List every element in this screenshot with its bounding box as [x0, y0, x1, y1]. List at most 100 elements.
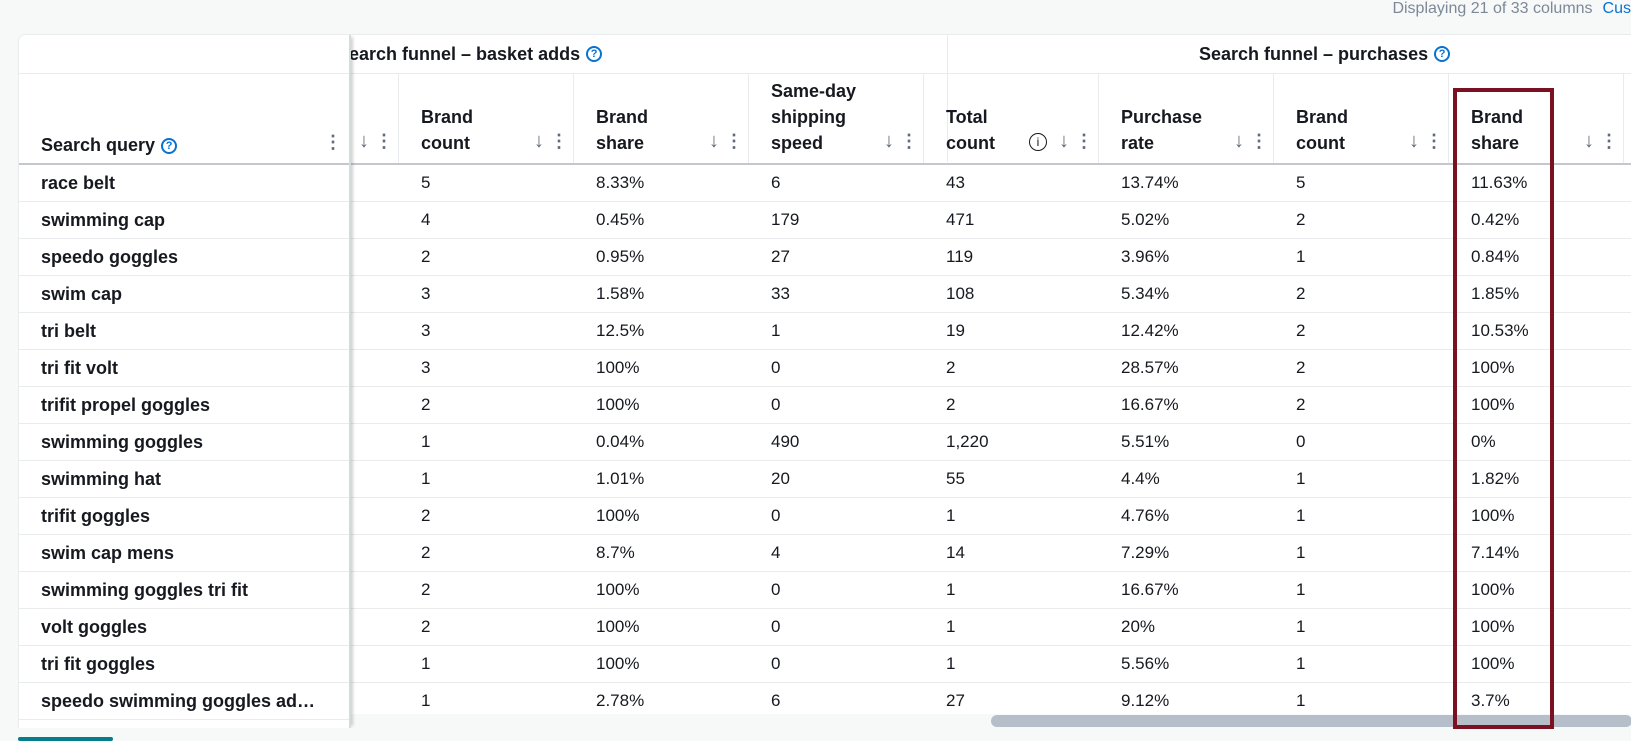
- search-query-cell[interactable]: tri fit volt: [19, 350, 349, 387]
- table-cell: 1: [421, 654, 431, 673]
- column-header-purchase-rate[interactable]: Purchase rate ↓ ⋮: [1099, 74, 1274, 163]
- table-cell: 100%: [596, 358, 640, 377]
- table-cell: 1: [1296, 469, 1306, 488]
- table-cell: 1.82%: [1471, 469, 1520, 488]
- table-cell: 3: [421, 358, 431, 377]
- table-cell: 1: [1296, 617, 1306, 636]
- column-menu-icon[interactable]: ⋮: [1250, 131, 1268, 151]
- table-cell: 5.51%: [1121, 432, 1170, 451]
- sort-arrow-icon[interactable]: ↓: [534, 130, 544, 152]
- table-cell: 119: [946, 247, 974, 266]
- sort-arrow-icon[interactable]: ↓: [1234, 130, 1244, 152]
- table-row: 4 0.45% 179 471 5.02% 2 0.42%: [349, 202, 1631, 239]
- column-menu-icon[interactable]: ⋮: [1600, 131, 1618, 151]
- column-header-brand-count-basket[interactable]: Brand count ↓ ⋮: [399, 74, 574, 163]
- table-cell: 5: [1296, 173, 1306, 192]
- table-row: 2 100% 0 1 4.76% 1 100%: [349, 498, 1631, 535]
- table-cell: 5: [421, 173, 431, 192]
- column-menu-icon[interactable]: ⋮: [375, 131, 393, 151]
- table-cell: 4.76%: [1121, 506, 1170, 525]
- table-cell: 14: [946, 543, 965, 562]
- search-query-cell[interactable]: swim cap: [19, 276, 349, 313]
- table-row: 2 100% 0 2 16.67% 2 100%: [349, 387, 1631, 424]
- table-cell: 3: [421, 321, 431, 340]
- column-header-brand-share-purchases[interactable]: Brand share ↓ ⋮: [1449, 74, 1624, 163]
- table-cell: 0: [771, 358, 781, 377]
- table-cell: 8.33%: [596, 173, 645, 192]
- search-query-cell[interactable]: tri belt: [19, 313, 349, 350]
- column-header-row: ↓ ⋮ Brand count ↓ ⋮ Brand share ↓ ⋮ Same-day…: [349, 74, 1631, 165]
- customize-columns-link[interactable]: Cus: [1602, 0, 1631, 17]
- help-icon[interactable]: ?: [586, 46, 603, 62]
- help-icon[interactable]: ?: [1434, 46, 1451, 62]
- column-header-total-count[interactable]: Total count i ↓ ⋮: [924, 74, 1099, 163]
- table-cell: 1: [421, 432, 431, 451]
- search-query-cell[interactable]: race belt: [19, 165, 349, 202]
- table-cell: 179: [771, 210, 800, 229]
- table-cell: 100%: [1471, 358, 1515, 377]
- sort-arrow-icon[interactable]: ↓: [1409, 130, 1419, 152]
- search-query-cell[interactable]: swimming cap: [19, 202, 349, 239]
- sort-arrow-icon[interactable]: ↓: [884, 130, 894, 152]
- table-cell: 1.58%: [596, 284, 645, 303]
- table-cell: 3: [421, 284, 431, 303]
- table-row: 3 1.58% 33 108 5.34% 2 1.85%: [349, 276, 1631, 313]
- search-query-header: Search query ? ⋮: [19, 74, 349, 165]
- table-cell: 3.96%: [1121, 247, 1170, 266]
- displaying-columns-text: Displaying 21 of 33 columns: [1392, 0, 1593, 17]
- sort-arrow-icon[interactable]: ↓: [709, 130, 719, 152]
- column-menu-icon[interactable]: ⋮: [550, 131, 568, 151]
- table-cell: 1: [946, 580, 956, 599]
- search-query-cell[interactable]: trifit propel goggles: [19, 387, 349, 424]
- search-query-cell[interactable]: tri fit goggles: [19, 646, 349, 683]
- table-cell: 490: [771, 432, 800, 451]
- table-cell: 1: [1296, 247, 1306, 266]
- column-header-same-day-shipping[interactable]: Same-day shipping speed ↓ ⋮: [749, 74, 924, 163]
- column-menu-icon[interactable]: ⋮: [324, 132, 342, 152]
- table-cell: 16.67%: [1121, 395, 1179, 414]
- table-cell: 3.7%: [1471, 691, 1510, 710]
- table-cell: 2: [421, 247, 431, 266]
- info-icon[interactable]: i: [1029, 132, 1047, 151]
- table-row: 2 8.7% 4 14 7.29% 1 7.14%: [349, 535, 1631, 572]
- sort-arrow-icon[interactable]: ↓: [1584, 130, 1594, 152]
- search-query-cell[interactable]: swimming goggles: [19, 424, 349, 461]
- table-cell: 100%: [1471, 617, 1515, 636]
- column-menu-icon[interactable]: ⋮: [1075, 131, 1093, 151]
- group-basket-adds: earch funnel – basket adds ?: [349, 35, 603, 73]
- sort-arrow-icon[interactable]: ↓: [359, 130, 369, 152]
- table-cell: 5.02%: [1121, 210, 1170, 229]
- table-cell: 1: [421, 691, 431, 710]
- search-query-cell[interactable]: trifit goggles: [19, 498, 349, 535]
- column-group-row: earch funnel – basket adds ? Search funn…: [349, 35, 1631, 74]
- table-cell: 2: [421, 506, 431, 525]
- table-cell: 4: [421, 210, 431, 229]
- search-query-cell[interactable]: swimming hat: [19, 461, 349, 498]
- search-query-header-label: Search query: [41, 135, 156, 155]
- search-query-cell[interactable]: speedo goggles: [19, 239, 349, 276]
- column-header-brand-count-purchases[interactable]: Brand count ↓ ⋮: [1274, 74, 1449, 163]
- horizontal-scrollbar[interactable]: [19, 714, 1631, 728]
- table-cell: 4.4%: [1121, 469, 1160, 488]
- table-cell: 2: [1296, 210, 1306, 229]
- column-menu-icon[interactable]: ⋮: [725, 131, 743, 151]
- column-header-brand-share-basket[interactable]: Brand share ↓ ⋮: [574, 74, 749, 163]
- table-cell: 1: [1296, 543, 1306, 562]
- table-cell: 8.7%: [596, 543, 635, 562]
- table-cell: 2: [1296, 284, 1306, 303]
- table-cell: 5.56%: [1121, 654, 1170, 673]
- table-cell: 1: [1296, 654, 1306, 673]
- search-query-cell[interactable]: swimming goggles tri fit: [19, 572, 349, 609]
- table-cell: 100%: [596, 506, 640, 525]
- table-row: 2 100% 0 1 16.67% 1 100%: [349, 572, 1631, 609]
- table-cell: 1.01%: [596, 469, 645, 488]
- table-row: 1 100% 0 1 5.56% 1 100%: [349, 646, 1631, 683]
- search-query-cell[interactable]: swim cap mens: [19, 535, 349, 572]
- sort-arrow-icon[interactable]: ↓: [1059, 130, 1069, 152]
- help-icon[interactable]: ?: [161, 137, 178, 154]
- search-query-cell[interactable]: volt goggles: [19, 609, 349, 646]
- column-menu-icon[interactable]: ⋮: [1425, 131, 1443, 151]
- scrollbar-thumb[interactable]: [991, 715, 1631, 727]
- column-menu-icon[interactable]: ⋮: [900, 131, 918, 151]
- search-query-cell[interactable]: speedo swimming goggles ad…: [19, 683, 349, 720]
